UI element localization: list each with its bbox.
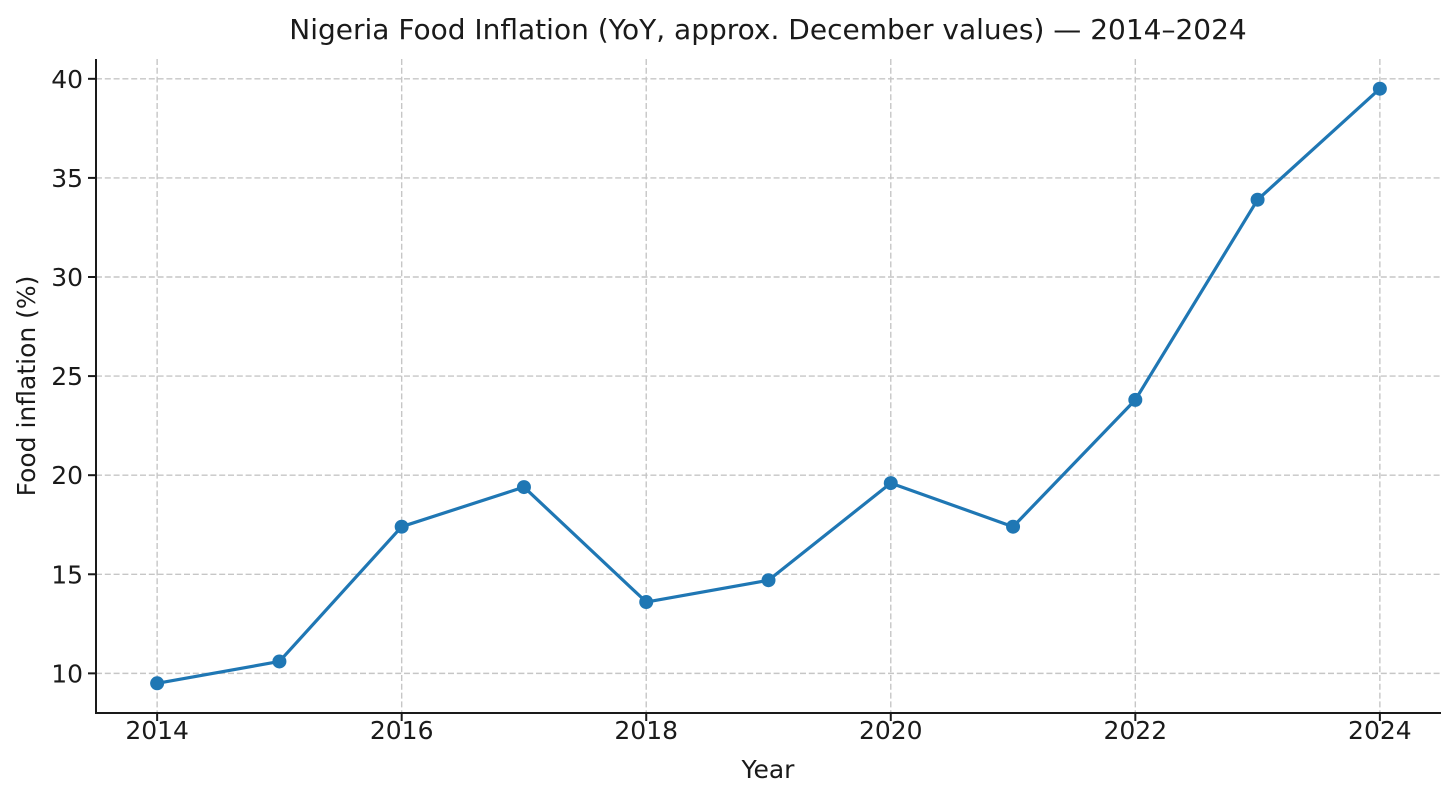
- data-series: [150, 81, 1387, 691]
- x-tick-label: 2014: [125, 716, 189, 745]
- y-tick-label: 20: [51, 461, 83, 490]
- data-point: [1006, 519, 1021, 534]
- y-tick-label: 40: [51, 65, 83, 94]
- y-tick-label: 35: [51, 164, 83, 193]
- data-point: [150, 676, 165, 691]
- data-point: [1372, 81, 1387, 96]
- data-point: [394, 519, 409, 534]
- x-tick-label: 2022: [1104, 716, 1168, 745]
- data-point: [272, 654, 287, 669]
- axes: 2014 2016 2018 2020 2022 2024 10 15 20 25 30 35 40: [51, 59, 1441, 745]
- y-axis-label: Food inflation (%): [12, 276, 41, 497]
- chart-title: Nigeria Food Inflation (YoY, approx. Dec…: [289, 13, 1246, 46]
- gridlines: [96, 59, 1441, 713]
- data-point: [516, 480, 531, 495]
- x-tick-label: 2018: [614, 716, 678, 745]
- x-axis-label: Year: [741, 755, 796, 784]
- data-point: [883, 476, 898, 491]
- x-tick-label: 2016: [370, 716, 434, 745]
- y-tick-label: 15: [51, 560, 83, 589]
- data-point: [761, 573, 776, 588]
- y-tick-label: 10: [51, 659, 83, 688]
- x-tick-label: 2020: [859, 716, 923, 745]
- y-tick-label: 30: [51, 263, 83, 292]
- data-point: [1250, 192, 1265, 207]
- data-point: [639, 595, 654, 610]
- data-point: [1128, 392, 1143, 407]
- x-tick-label: 2024: [1348, 716, 1412, 745]
- y-tick-label: 25: [51, 362, 83, 391]
